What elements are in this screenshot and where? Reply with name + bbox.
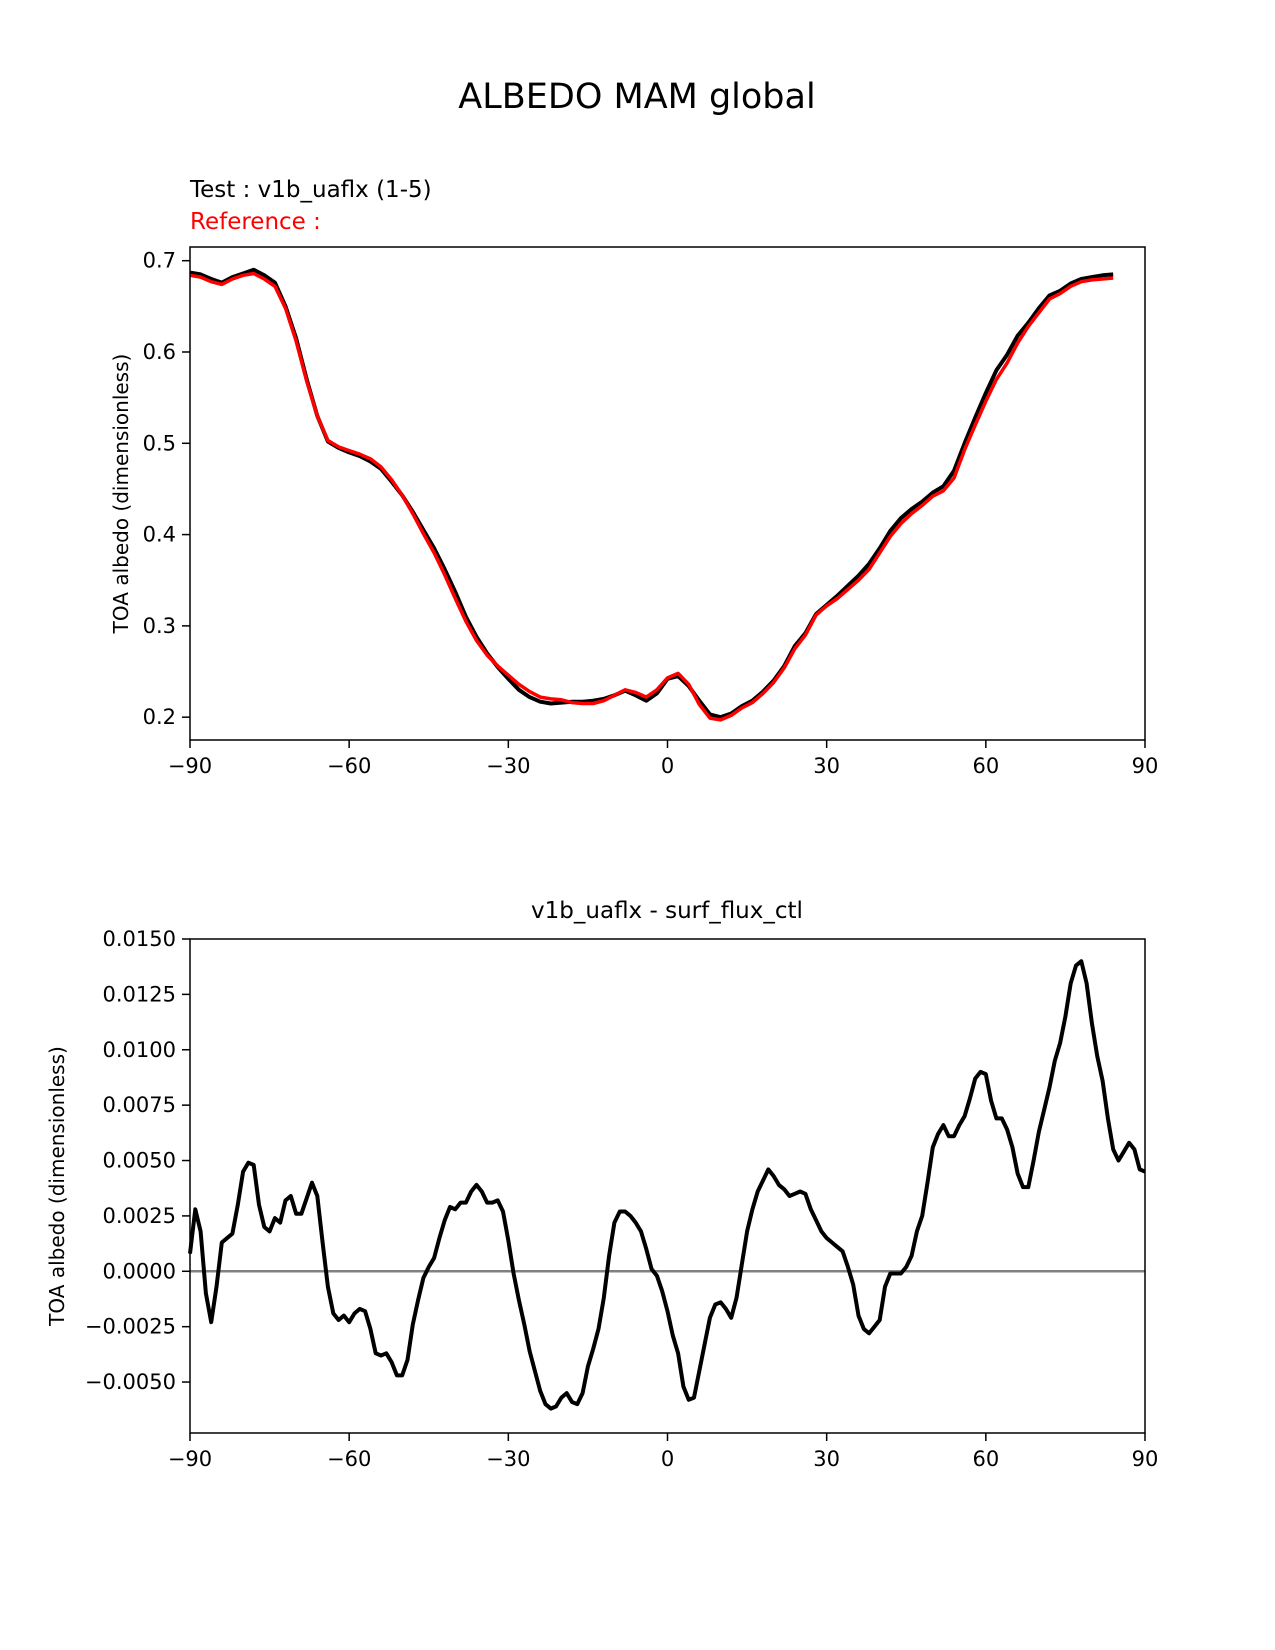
x-tick-label: 30 bbox=[813, 754, 840, 778]
test-label: Test : v1b_uaflx (1-5) bbox=[189, 177, 432, 203]
y-tick-label: 0.4 bbox=[143, 523, 176, 547]
y-tick-label: 0.6 bbox=[143, 340, 176, 364]
bottom-panel: v1b_uaflx - surf_flux_ctl −90 −60 −30 0 30 60… bbox=[45, 898, 1158, 1471]
y-tick-label: 0.5 bbox=[143, 431, 176, 455]
y-axis-label: TOA albedo (dimensionless) bbox=[109, 354, 133, 635]
top-panel: Test : v1b_uaflx (1-5) Reference : −90 −6… bbox=[109, 177, 1158, 778]
series-line-difference bbox=[188, 959, 1146, 1411]
y-tick-label: 0.0125 bbox=[103, 982, 176, 1006]
y-tick-label: 0.0150 bbox=[103, 927, 176, 951]
y-tick-label: 0.0075 bbox=[103, 1093, 176, 1117]
y-tick-label: 0.0100 bbox=[103, 1038, 176, 1062]
x-tick-label: −60 bbox=[327, 1447, 371, 1471]
y-axis-label: TOA albedo (dimensionless) bbox=[45, 1046, 69, 1327]
x-tick-label: 90 bbox=[1132, 754, 1159, 778]
x-tick-label: 90 bbox=[1132, 1447, 1159, 1471]
y-tick-label: −0.0050 bbox=[85, 1370, 176, 1394]
y-tick-label: 0.0000 bbox=[103, 1259, 176, 1283]
y-tick-label: 0.3 bbox=[143, 614, 176, 638]
y-tick-label: 0.0050 bbox=[103, 1149, 176, 1173]
reference-label: Reference : bbox=[190, 209, 321, 235]
x-tick-label: 0 bbox=[661, 754, 674, 778]
figure-title: ALBEDO MAM global bbox=[458, 77, 815, 117]
x-tick-label: −60 bbox=[327, 754, 371, 778]
y-tick-label: 0.7 bbox=[143, 249, 176, 273]
y-tick-label: −0.0025 bbox=[85, 1315, 176, 1339]
series-line-reference bbox=[189, 271, 1114, 722]
y-tick-label: 0.0025 bbox=[103, 1204, 176, 1228]
y-tick-label: 0.2 bbox=[143, 705, 176, 729]
x-tick-label: −30 bbox=[486, 754, 530, 778]
x-tick-label: 60 bbox=[972, 754, 999, 778]
x-tick-label: 0 bbox=[661, 1447, 674, 1471]
x-tick-label: 60 bbox=[972, 1447, 999, 1471]
x-tick-label: −90 bbox=[168, 754, 212, 778]
x-tick-label: 30 bbox=[813, 1447, 840, 1471]
x-tick-label: −30 bbox=[486, 1447, 530, 1471]
x-tick-label: −90 bbox=[168, 1447, 212, 1471]
difference-title: v1b_uaflx - surf_flux_ctl bbox=[531, 898, 803, 924]
